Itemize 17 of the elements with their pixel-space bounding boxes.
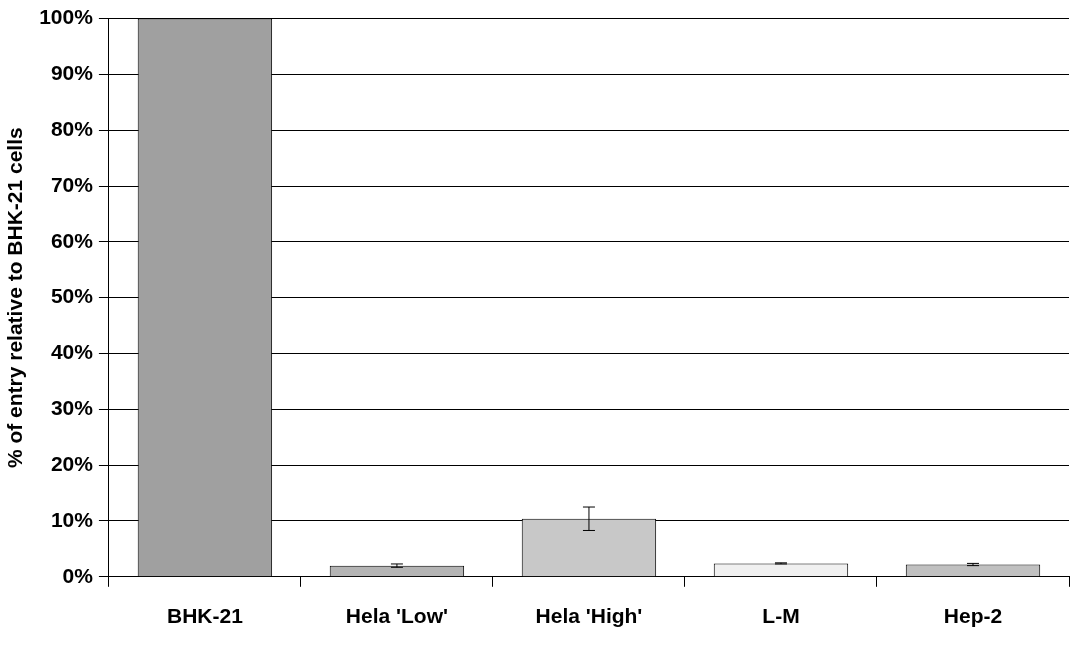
x-tick-label: BHK-21: [166, 604, 244, 628]
y-axis-title: % of entry relative to BHK-21 cells: [3, 127, 27, 469]
y-tick-label: 10%: [50, 507, 94, 531]
y-tick-label: 50%: [50, 284, 94, 308]
x-tick-label: L-M: [762, 604, 800, 628]
y-tick-label: 80%: [50, 117, 94, 141]
x-tick-label: Hela 'High': [535, 604, 643, 628]
y-tick-label: 30%: [50, 396, 94, 420]
y-tick-label: 0%: [62, 563, 94, 587]
y-tick-label: 60%: [50, 228, 94, 252]
x-tick-label: Hela 'Low': [345, 604, 449, 628]
y-tick-label: 90%: [50, 61, 94, 85]
y-tick-label: 70%: [50, 172, 94, 196]
x-tick-label: Hep-2: [943, 604, 1003, 628]
y-tick-label: 40%: [50, 340, 94, 364]
y-tick-label: 20%: [50, 451, 94, 475]
y-tick-label: 100%: [39, 5, 94, 29]
